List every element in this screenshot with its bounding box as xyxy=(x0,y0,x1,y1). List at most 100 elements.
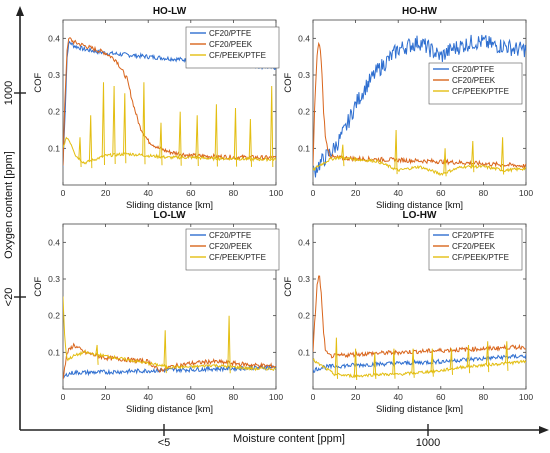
series-spike xyxy=(214,104,218,167)
y-axis-label: COF xyxy=(283,276,294,296)
legend-box xyxy=(428,62,523,105)
legend-label: CF/PEEK/PTFE xyxy=(209,253,266,262)
series-line-cf20-ptfe xyxy=(313,353,526,373)
series-spike xyxy=(353,348,358,381)
legend-label: CF20/PEEK xyxy=(209,40,253,49)
y-tick-label: 0.4 xyxy=(48,33,60,43)
x-axis-label: Sliding distance [km] xyxy=(376,200,463,211)
x-axis-label: Sliding distance [km] xyxy=(126,200,213,211)
series-spike xyxy=(394,129,398,175)
series-spike xyxy=(101,82,105,166)
x-tick-label: 80 xyxy=(479,392,489,402)
legend-box xyxy=(428,228,523,271)
legend-label: CF20/PTFE xyxy=(452,65,494,74)
legend-label: CF/PEEK/PTFE xyxy=(452,253,509,262)
legend-label: CF20/PTFE xyxy=(209,29,251,38)
y-tick-1000: 1000 xyxy=(3,81,15,105)
x-tick-label: 20 xyxy=(351,188,361,198)
y-tick-label: 0.2 xyxy=(48,107,60,117)
y-tick-label: 0.1 xyxy=(48,143,60,153)
series-spike xyxy=(159,122,163,166)
y-tick-label: 0.1 xyxy=(298,143,310,153)
outer-axes xyxy=(14,6,549,436)
series-spike xyxy=(227,315,231,374)
series-spike xyxy=(195,115,199,167)
x-tick-label: 60 xyxy=(186,392,196,402)
legend-label: CF20/PTFE xyxy=(452,231,494,240)
x-tick-label: 40 xyxy=(143,392,153,402)
series-spike xyxy=(95,344,99,365)
panel-title: LO-LW xyxy=(153,210,186,221)
panel-title: HO-LW xyxy=(153,6,187,17)
x-tick-lt5: <5 xyxy=(158,437,171,449)
series-line-cf20-peek xyxy=(313,275,526,359)
series-spike xyxy=(123,93,127,164)
panel-title: LO-HW xyxy=(403,210,437,221)
series-spike xyxy=(163,330,167,374)
series-line-cf20-peek xyxy=(63,342,276,380)
series-line-cf-peek-ptfe xyxy=(63,296,276,372)
y-tick-label: 0.3 xyxy=(298,70,310,80)
legend: CF20/PTFE CF20/PEEK CF/PEEK/PTFE xyxy=(428,62,523,105)
x-tick-label: 60 xyxy=(186,188,196,198)
y-tick-label: 0.3 xyxy=(48,274,60,284)
panels: HO-LW 0 20 40 60 80 100 0.1 0.2 0.3 0.4 Sliding dis… xyxy=(33,6,533,415)
x-tick-label: 20 xyxy=(101,188,111,198)
x-tick-label: 60 xyxy=(436,188,446,198)
y-tick-label: 0.1 xyxy=(48,347,60,357)
legend-label: CF20/PTFE xyxy=(209,231,251,240)
series-line-cf20-ptfe xyxy=(63,364,276,379)
x-tick-label: 100 xyxy=(269,188,283,198)
x-tick-label: 100 xyxy=(269,392,283,402)
panel-lo-lw: LO-LW 0 20 40 60 80 100 0.1 0.2 0.3 0.4 Sliding dis… xyxy=(33,210,283,415)
x-tick-label: 0 xyxy=(61,392,66,402)
series-spike xyxy=(485,341,490,373)
y-axis-label: COF xyxy=(283,72,294,92)
series-line-cf20-peek xyxy=(63,37,276,166)
series-line-cf20-ptfe xyxy=(313,34,526,178)
series-spike xyxy=(392,348,396,379)
x-tick-label: 100 xyxy=(519,188,533,198)
x-tick-label: 60 xyxy=(436,392,446,402)
legend: CF20/PTFE CF20/PEEK CF/PEEK/PTFE xyxy=(185,26,280,69)
x-tick-label: 80 xyxy=(479,188,489,198)
x-tick-label: 0 xyxy=(311,392,316,402)
x-axis-label: Moisture content [ppm] xyxy=(233,433,345,445)
series-spike xyxy=(471,140,475,173)
legend: CF20/PTFE CF20/PEEK CF/PEEK/PTFE xyxy=(185,228,280,271)
x-axis-label: Sliding distance [km] xyxy=(126,404,213,415)
legend-label: CF20/PEEK xyxy=(452,242,496,251)
series-line-cf-peek-ptfe xyxy=(313,155,526,177)
y-tick-label: 0.3 xyxy=(298,274,310,284)
series-spike xyxy=(443,148,447,177)
series-spike xyxy=(78,137,82,168)
series-spike xyxy=(248,118,252,167)
x-tick-label: 0 xyxy=(61,188,66,198)
legend-label: CF/PEEK/PTFE xyxy=(452,87,509,96)
panel-ho-lw: HO-LW 0 20 40 60 80 100 0.1 0.2 0.3 0.4 Sliding dis… xyxy=(33,6,283,211)
y-tick-label: 0.4 xyxy=(48,237,60,247)
series-spike xyxy=(449,348,453,375)
legend-label: CF20/PEEK xyxy=(209,242,253,251)
x-tick-label: 40 xyxy=(393,392,403,402)
series-spike xyxy=(178,111,182,166)
legend-box xyxy=(185,228,280,271)
y-tick-label: 0.2 xyxy=(298,107,310,117)
x-tick-label: 80 xyxy=(229,188,239,198)
series-line-cf-peek-ptfe xyxy=(313,358,526,379)
x-tick-label: 80 xyxy=(229,392,239,402)
panel-ho-hw: HO-HW 0 20 40 60 80 100 0.1 0.2 0.3 0.4 Sliding dis… xyxy=(283,6,533,211)
x-tick-label: 40 xyxy=(143,188,153,198)
x-tick-label: 20 xyxy=(351,392,361,402)
y-tick-label: 0.4 xyxy=(298,237,310,247)
panel-title: HO-HW xyxy=(402,6,438,17)
legend-label: CF20/PEEK xyxy=(452,76,496,85)
y-axis-label: COF xyxy=(33,276,44,296)
legend-box xyxy=(185,26,280,69)
y-tick-label: 0.2 xyxy=(48,311,60,321)
series-spike xyxy=(505,341,509,371)
series-spike xyxy=(430,348,434,377)
series-line-cf-peek-ptfe xyxy=(63,136,276,165)
series-spike xyxy=(411,348,415,378)
